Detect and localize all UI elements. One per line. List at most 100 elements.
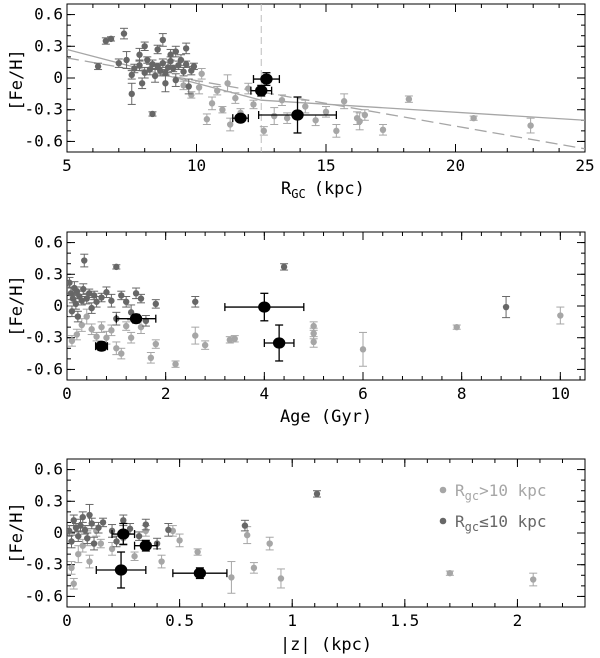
y-tick-label: -0.6 bbox=[24, 586, 63, 605]
outer-point bbox=[194, 548, 201, 556]
outer-point bbox=[359, 346, 367, 353]
outer-point bbox=[68, 337, 76, 345]
outer-point bbox=[195, 84, 203, 91]
plot-marks bbox=[67, 4, 585, 152]
outer-point bbox=[113, 345, 120, 352]
outer-point bbox=[78, 321, 86, 329]
outer-point bbox=[453, 323, 460, 331]
z-plot-area: 0 0.5 1 1.5 2 -0.6 -0.3 0 0.3 0.6 bbox=[24, 459, 586, 630]
inner-point bbox=[137, 295, 145, 302]
inner-point bbox=[123, 298, 130, 305]
outer-point bbox=[131, 553, 138, 560]
inner-point bbox=[177, 56, 185, 64]
target-point bbox=[129, 313, 143, 325]
inner-point bbox=[190, 63, 198, 70]
inner-point bbox=[313, 490, 321, 498]
outer-point bbox=[198, 70, 205, 77]
inner-point bbox=[75, 532, 82, 540]
x-tick-label: 10 bbox=[187, 156, 206, 175]
inner-point bbox=[152, 300, 159, 308]
outer-point bbox=[98, 323, 105, 331]
legend-outer-sub: gc bbox=[465, 489, 479, 503]
x-tick-label: 1.5 bbox=[390, 611, 419, 630]
inner-point bbox=[502, 303, 510, 311]
outer-point bbox=[278, 97, 286, 104]
outer-point bbox=[152, 340, 159, 348]
outer-point bbox=[214, 87, 221, 94]
inner-point bbox=[94, 63, 102, 70]
outer-point bbox=[226, 121, 234, 128]
outer-point bbox=[147, 354, 155, 361]
legend-marker-inner bbox=[439, 517, 447, 525]
outer-point bbox=[333, 127, 340, 135]
xlabel-rgc: RGC (kpc) bbox=[281, 179, 365, 201]
inner-point bbox=[123, 56, 130, 64]
fit-line-solid bbox=[67, 48, 585, 121]
legend: Rgc>10 kpc Rgc≤10 kpc bbox=[439, 481, 547, 534]
y-tick-label: 0 bbox=[53, 523, 63, 542]
x-tick-label: 2 bbox=[513, 611, 523, 630]
outer-point bbox=[137, 323, 145, 331]
outer-point bbox=[108, 545, 116, 553]
inner-point bbox=[88, 304, 95, 312]
inner-point bbox=[99, 519, 107, 526]
outer-point bbox=[219, 106, 226, 113]
inner-point bbox=[77, 522, 84, 529]
inner-point bbox=[83, 295, 90, 302]
inner-point bbox=[86, 511, 93, 519]
outer-point bbox=[75, 550, 82, 558]
x-tick-label: 25 bbox=[575, 156, 594, 175]
legend-inner-sub: gc bbox=[465, 520, 479, 534]
plot-marks bbox=[67, 253, 565, 368]
panel-z: 0 0.5 1 1.5 2 -0.6 -0.3 0 0.3 0.6 [Fe/H] |z| (kpc… bbox=[7, 458, 586, 655]
target-point bbox=[95, 340, 108, 352]
outer-point bbox=[228, 574, 235, 581]
inner-point bbox=[241, 522, 249, 529]
inner-point bbox=[81, 257, 88, 264]
target-point bbox=[291, 109, 304, 121]
inner-point bbox=[86, 290, 93, 297]
outer-point bbox=[226, 336, 233, 344]
outer-point bbox=[142, 527, 150, 535]
outer-point bbox=[446, 569, 454, 577]
outer-point bbox=[302, 103, 309, 110]
x-tick-label: 10 bbox=[551, 384, 570, 403]
x-tick-label: 15 bbox=[316, 156, 335, 175]
y-tick-label: 0.3 bbox=[34, 36, 63, 55]
inner-point bbox=[67, 279, 73, 286]
y-tick-label: -0.6 bbox=[24, 131, 63, 150]
outer-point bbox=[118, 350, 125, 357]
inner-point bbox=[120, 30, 128, 37]
inner-point bbox=[98, 294, 105, 301]
y-tick-label: 0.3 bbox=[34, 264, 63, 283]
inner-point bbox=[135, 532, 143, 540]
outer-point bbox=[283, 114, 291, 122]
inner-point bbox=[128, 90, 135, 98]
outer-point bbox=[79, 542, 86, 549]
x-tick-label: 5 bbox=[62, 156, 72, 175]
legend-marker-outer bbox=[439, 486, 447, 494]
xlabel-z: |z| (kpc) bbox=[280, 635, 372, 655]
inner-point bbox=[185, 83, 192, 90]
outer-point bbox=[250, 564, 258, 572]
outer-point bbox=[405, 95, 413, 103]
target-point bbox=[193, 567, 207, 579]
inner-point bbox=[90, 540, 98, 547]
outer-point bbox=[260, 127, 268, 135]
xlabel-rgc-main: R bbox=[281, 179, 292, 199]
x-tick-label: 0.5 bbox=[165, 611, 194, 630]
fit-line-dashed bbox=[67, 57, 585, 150]
outer-point bbox=[250, 101, 257, 108]
outer-point bbox=[243, 531, 251, 539]
ylabel-rgc: [Fe/H] bbox=[7, 49, 27, 110]
y-tick-label: 0.6 bbox=[34, 5, 63, 24]
plot-marks bbox=[67, 490, 538, 594]
inner-point bbox=[68, 538, 75, 545]
target-point bbox=[234, 112, 247, 124]
y-tick-label: 0 bbox=[53, 68, 63, 87]
x-tick-label: 0 bbox=[62, 611, 72, 630]
inner-point bbox=[164, 64, 172, 71]
ylabel-age: [Fe/H] bbox=[7, 275, 27, 336]
inner-point bbox=[280, 263, 288, 271]
xlabel-rgc-units: (kpc) bbox=[314, 179, 365, 199]
